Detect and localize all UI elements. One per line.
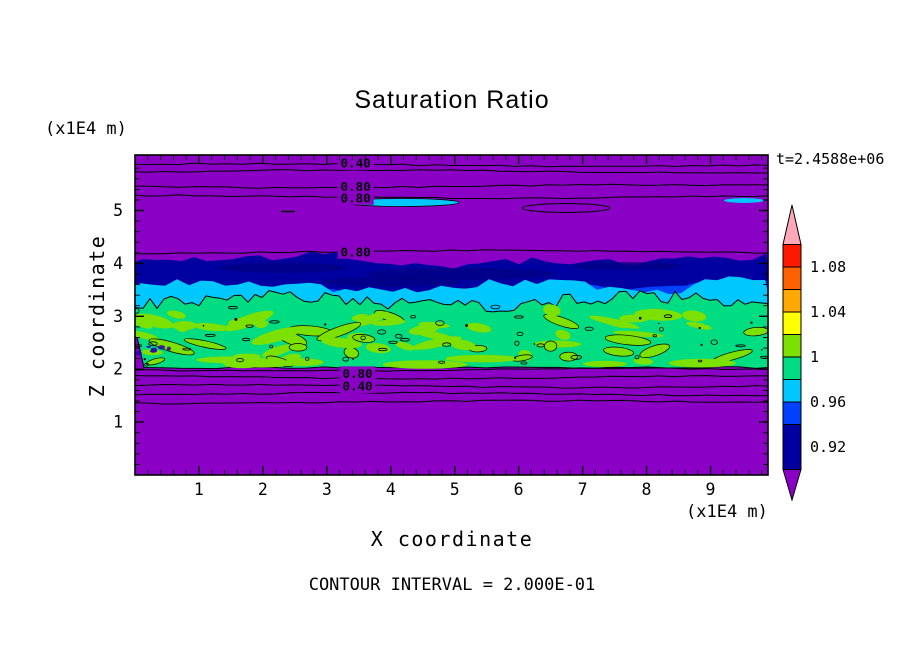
colorbar-tick-label: 1 (810, 348, 819, 366)
colorbar-segment (782, 401, 802, 425)
colorbar-tick-label: 1.08 (810, 258, 846, 276)
x-tick-label: 3 (322, 480, 332, 499)
colorbar-segment (782, 289, 802, 313)
colorbar-segment (782, 334, 802, 358)
colorbar-below-arrow (782, 469, 802, 502)
x-tick-label: 4 (386, 480, 396, 499)
colorbar-segment (782, 266, 802, 290)
colorbar-tick-label: 0.96 (810, 393, 846, 411)
y-axis-title: Z coordinate (85, 234, 109, 398)
contour-label: 0.80 (341, 179, 371, 194)
x-tick-label: 9 (706, 480, 716, 499)
x-tick-label: 8 (642, 480, 652, 499)
x-axis-unit-label: (x1E4 m) (686, 502, 768, 522)
contour-label: 0.40 (341, 155, 371, 170)
contour-label-mask (339, 379, 376, 394)
y-tick-label: 2 (113, 360, 123, 379)
colorbar-tick-label: 1.04 (810, 303, 846, 321)
x-axis-title: X coordinate (370, 527, 534, 551)
colorbar-segment (782, 244, 802, 268)
x-tick-label: 5 (450, 480, 460, 499)
colorbar-segment (782, 379, 802, 403)
colorbar-segment (782, 424, 802, 470)
contour-label-mask (337, 155, 374, 170)
y-tick-label: 4 (113, 254, 123, 273)
y-axis-unit-label: (x1E4 m) (45, 119, 127, 139)
x-tick-label: 6 (514, 480, 524, 499)
chart-title: Saturation Ratio (354, 86, 550, 114)
x-tick-label: 1 (194, 480, 204, 499)
x-tick-label: 2 (258, 480, 268, 499)
contour-label: 0.80 (341, 190, 371, 205)
colorbar-tick-label: 0.92 (810, 438, 846, 456)
contour-label-mask (337, 179, 374, 194)
contour-interval-note: CONTOUR INTERVAL = 2.000E-01 (308, 575, 596, 595)
filled-contours: 0.400.800.800.800.800.40 (135, 155, 768, 475)
y-tick-label: 1 (113, 413, 123, 432)
contour-label: 0.80 (341, 244, 371, 259)
colorbar-segment (782, 356, 802, 380)
axes (134, 154, 769, 476)
y-tick-label: 5 (113, 201, 123, 220)
colorbar-above-arrow (782, 204, 802, 245)
contour-label-mask (339, 366, 376, 381)
colorbar-segment (782, 311, 802, 335)
x-tick-label: 7 (578, 480, 588, 499)
colorbar: 0.92 0.96 1 1.04 1.08 (782, 204, 846, 502)
contour-label-mask (337, 244, 374, 259)
tick-labels: 1 2 3 4 5 6 7 8 9 1 2 3 4 5 (113, 201, 715, 499)
contour-label: 0.80 (342, 366, 372, 381)
y-tick-label: 3 (113, 307, 123, 326)
contour-label-mask (337, 190, 374, 205)
contour-label: 0.40 (342, 379, 372, 394)
time-annotation: t=2.4588e+06 (776, 150, 885, 168)
